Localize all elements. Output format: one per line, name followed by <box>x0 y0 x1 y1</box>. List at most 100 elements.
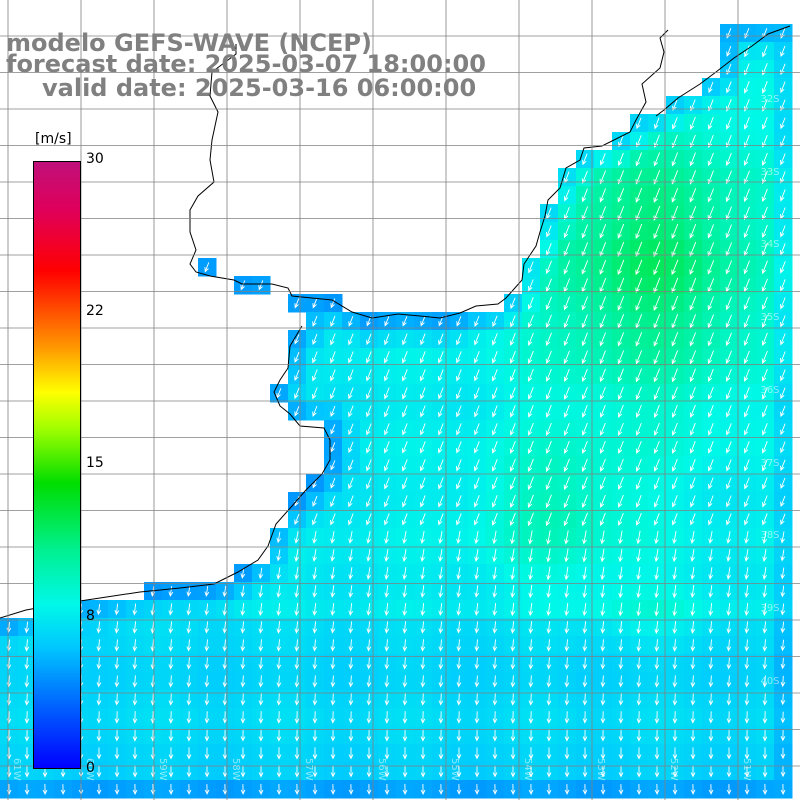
wind-arrow <box>725 387 732 400</box>
wind-arrow <box>294 765 300 778</box>
wind-arrow <box>780 441 786 454</box>
wind-arrow <box>456 387 462 400</box>
wind-arrow <box>509 405 516 418</box>
wind-arrow <box>761 350 768 364</box>
wind-arrow <box>312 315 318 327</box>
wind-arrow <box>564 566 569 581</box>
wind-arrow <box>204 657 210 670</box>
wind-arrow <box>402 477 408 490</box>
colorbar-tick-label: 8 <box>86 608 95 624</box>
wind-arrow <box>258 729 264 742</box>
wind-arrow <box>420 729 426 742</box>
wind-arrow <box>420 387 426 400</box>
wind-arrow <box>509 350 516 364</box>
wind-arrow <box>546 747 552 760</box>
wind-arrow <box>437 369 444 382</box>
wind-arrow <box>780 603 786 616</box>
wind-arrow <box>312 639 318 652</box>
wind-arrow <box>240 675 246 688</box>
wind-arrow <box>761 117 768 130</box>
wind-arrow <box>599 422 606 436</box>
wind-arrow <box>438 657 444 670</box>
wind-arrow <box>707 459 714 472</box>
wind-arrow <box>366 603 372 616</box>
wind-arrow <box>708 657 714 670</box>
wind-arrow <box>437 441 444 454</box>
wind-arrow <box>348 549 353 562</box>
wind-arrow <box>744 567 750 580</box>
wind-arrow <box>618 639 624 652</box>
wind-arrow <box>672 639 678 652</box>
wind-arrow <box>402 387 408 400</box>
wind-arrow <box>743 206 750 221</box>
wind-arrow <box>689 513 696 526</box>
wind-arrow <box>294 585 300 598</box>
latitude-label: 32S <box>760 94 779 105</box>
wind-arrow <box>294 387 300 400</box>
wind-arrow <box>599 494 606 508</box>
wind-arrow <box>294 693 300 706</box>
wind-arrow <box>599 188 607 203</box>
wind-arrow <box>672 566 677 581</box>
wind-arrow <box>725 206 732 221</box>
wind-arrow <box>114 603 120 616</box>
wind-arrow <box>564 784 570 795</box>
longitude-label: 54W <box>522 758 533 781</box>
wind-arrow <box>330 351 336 364</box>
wind-arrow <box>510 765 516 778</box>
model-title: modelo GEFS-WAVE (NCEP) <box>6 29 372 57</box>
wind-arrow <box>294 657 300 670</box>
wind-arrow <box>708 639 714 652</box>
wind-arrow <box>581 368 588 383</box>
wind-arrow <box>780 189 786 202</box>
wind-arrow <box>618 675 624 688</box>
wind-arrow <box>294 531 299 544</box>
wind-arrow <box>330 531 335 544</box>
wind-arrow <box>474 315 480 327</box>
wind-arrow <box>455 459 462 472</box>
wind-arrow <box>581 206 589 221</box>
wind-arrow <box>618 602 624 617</box>
wind-arrow <box>419 351 426 364</box>
wind-arrow <box>690 784 696 795</box>
wind-arrow <box>546 225 552 238</box>
wind-arrow <box>600 566 605 581</box>
wind-arrow <box>653 404 660 419</box>
wind-arrow <box>455 351 462 364</box>
wind-arrow <box>348 711 354 724</box>
wind-arrow <box>563 314 570 329</box>
wind-arrow <box>474 765 480 778</box>
wind-arrow <box>743 81 750 94</box>
wind-arrow <box>780 423 786 436</box>
wind-arrow <box>708 602 714 617</box>
wind-arrow <box>528 765 534 778</box>
wind-arrow <box>492 315 498 328</box>
wind-arrow <box>114 711 120 724</box>
wind-arrow <box>689 404 696 418</box>
wind-arrow <box>726 531 731 544</box>
wind-arrow <box>546 729 552 742</box>
wind-arrow <box>708 693 714 706</box>
wind-arrow <box>438 530 443 545</box>
wind-arrow <box>366 657 372 670</box>
wind-arrow <box>618 784 624 795</box>
wind-arrow <box>401 441 408 454</box>
wind-arrow <box>24 621 30 634</box>
wind-arrow <box>294 334 300 345</box>
wind-arrow <box>384 548 389 563</box>
wind-arrow <box>617 223 625 239</box>
wind-arrow <box>582 639 588 652</box>
wind-arrow <box>762 747 768 760</box>
wind-arrow <box>707 405 714 418</box>
wind-arrow <box>672 711 678 724</box>
wind-arrow <box>402 783 408 796</box>
wind-arrow <box>366 621 372 634</box>
wind-speed-field <box>0 24 793 799</box>
wind-arrow <box>114 621 120 634</box>
wind-arrow <box>708 585 714 598</box>
wind-arrow <box>726 621 732 634</box>
wind-arrow <box>690 602 696 617</box>
wind-arrow <box>780 531 785 544</box>
wind-arrow <box>725 188 732 203</box>
wind-arrow <box>617 368 624 383</box>
